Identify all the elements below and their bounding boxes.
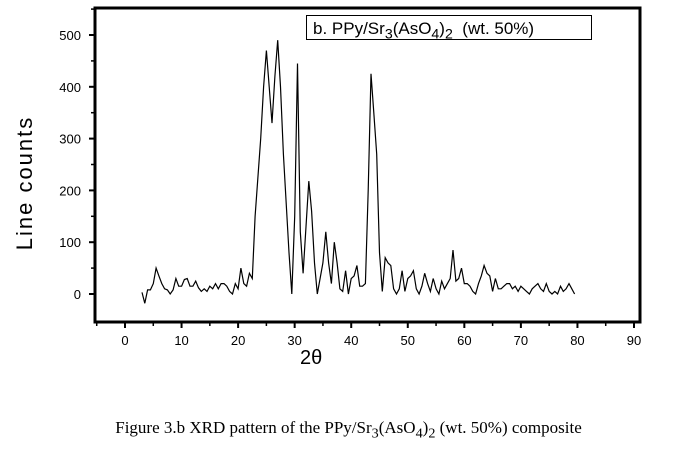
y-tick-label: 400 — [59, 80, 81, 95]
y-axis-label: Line counts — [12, 115, 37, 251]
x-tick-label: 20 — [231, 333, 245, 348]
y-tick-label: 200 — [59, 183, 81, 198]
legend: b. PPy/Sr3(AsO4)2 (wt. 50%) — [306, 15, 592, 43]
legend-sub: 4 — [431, 26, 440, 43]
x-tick-label: 40 — [344, 333, 358, 348]
legend-text: (AsO — [392, 19, 432, 38]
x-tick-label: 70 — [514, 333, 528, 348]
caption-text: Figure 3.b XRD pattern of the PPy/Sr — [115, 418, 372, 437]
caption-sub: 3 — [371, 425, 379, 442]
y-tick-label: 100 — [59, 235, 81, 250]
legend-text: (wt. 50%) — [452, 19, 535, 38]
x-axis-label: 2θ — [300, 347, 323, 369]
legend-sub: 3 — [384, 26, 393, 43]
x-tick-label: 0 — [121, 333, 128, 348]
caption-text: (wt. 50%) composite — [435, 418, 582, 437]
x-tick-label: 50 — [401, 333, 415, 348]
y-tick-label: 300 — [59, 132, 81, 147]
legend-text: b. PPy/Sr — [313, 19, 385, 38]
caption-text: (AsO — [378, 418, 416, 437]
legend-sub: 2 — [444, 26, 453, 43]
x-tick-label: 10 — [174, 333, 188, 348]
y-tick-label: 0 — [74, 287, 81, 302]
legend-text: ) — [439, 19, 445, 38]
caption-sub: 4 — [415, 425, 423, 442]
x-tick-label: 90 — [627, 333, 641, 348]
plot-frame — [93, 6, 642, 324]
y-tick-label: 500 — [59, 28, 81, 43]
x-tick-label: 30 — [287, 333, 301, 348]
caption-sub: 2 — [428, 425, 436, 442]
xrd-series-line — [141, 40, 576, 304]
x-tick-label: 80 — [570, 333, 584, 348]
x-tick-label: 60 — [457, 333, 471, 348]
figure-caption: Figure 3.b XRD pattern of the PPy/Sr3(As… — [0, 418, 697, 442]
caption-text: ) — [422, 418, 429, 437]
